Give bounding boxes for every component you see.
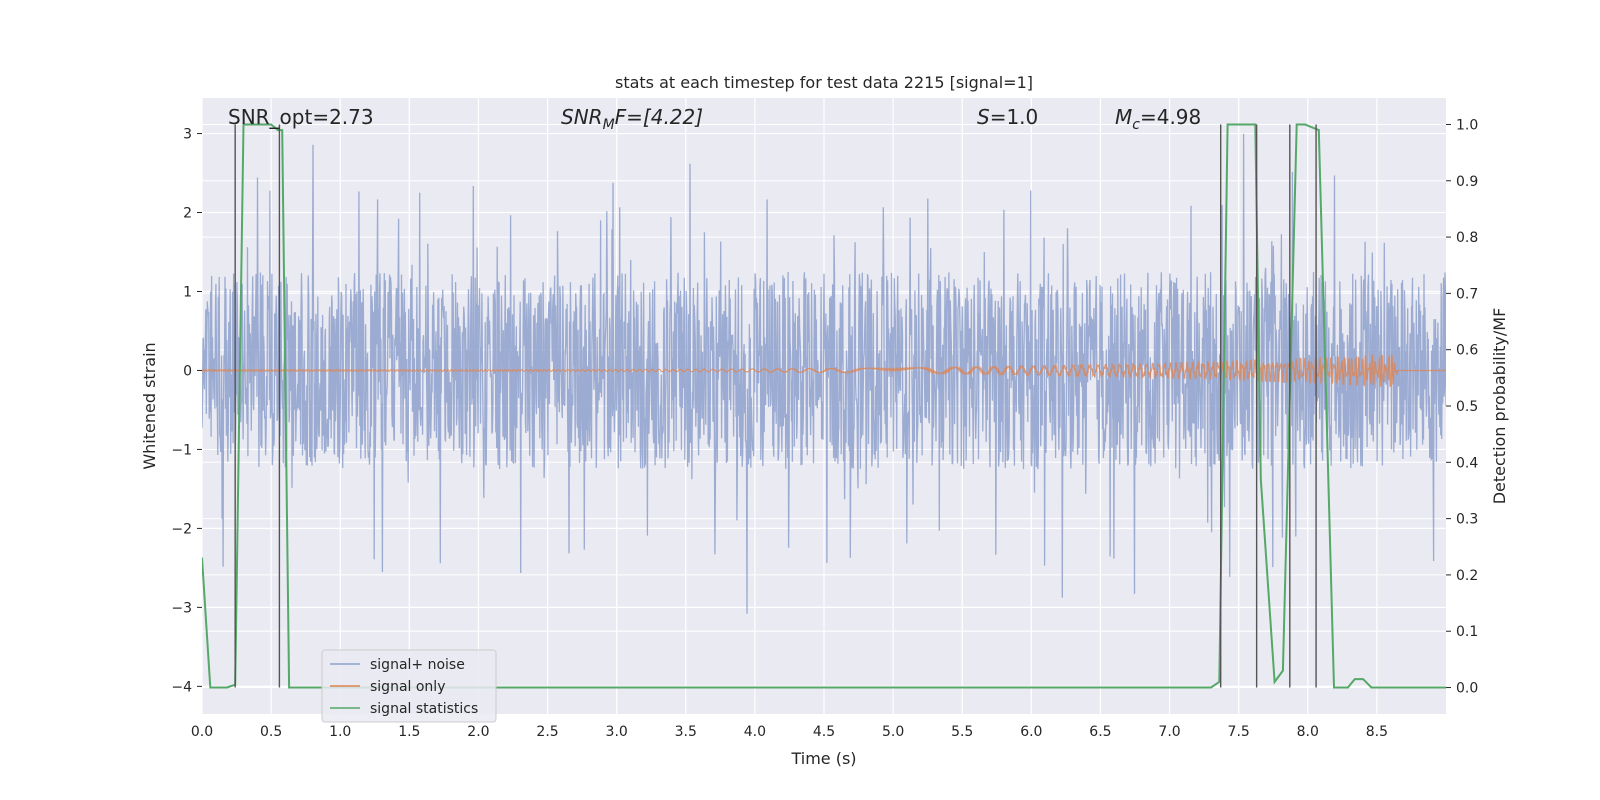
x-tick-label: 6.0 [1020,724,1042,740]
signal-statistics-point [1370,686,1373,689]
signal-statistics-point [1362,678,1364,680]
x-tick-label: 3.5 [675,724,697,740]
y-tick-label-right: 0.7 [1456,286,1478,302]
signal-statistics-point [1282,669,1284,672]
legend-box [321,649,497,723]
y-tick-label-left: −3 [171,600,192,616]
series-signal-only-line [202,353,1446,388]
signal-statistics-point [1383,686,1385,689]
legend-label-signal-only: signal only [370,679,445,695]
x-axis-label: Time (s) [790,749,856,768]
signal-statistics-point [281,129,284,131]
series-signal-noise-line [202,133,1446,614]
annotation-snr-mf-subscript: M [603,117,615,133]
x-tick-label: 7.0 [1158,724,1180,740]
chart-title: stats at each timestep for test data 221… [615,73,1033,92]
y-tick-label-right: 0.9 [1456,174,1478,190]
annotation-mc-symbol: M [1115,105,1132,129]
x-tick-label: 5.0 [882,724,904,740]
x-tick-label: 3.0 [606,724,628,740]
legend-label-signal-noise: signal+ noise [370,657,465,673]
annotation-s: S=1.0 [977,105,1038,129]
y-tick-label-right: 0.8 [1456,230,1478,246]
annotation-s-value: =1.0 [990,105,1039,129]
signal-statistics-point [277,129,279,131]
x-tick-label: 1.0 [329,724,351,740]
signal-statistics-point [1354,678,1356,680]
signal-statistics-point [1218,681,1221,683]
annotation-snr-opt: SNR_opt=2.73 [228,105,374,129]
ticks: 0.0 0.5 1.0 1.5 2.0 2.5 3.0 3.5 4.0 4.5 5.0 5.5 6.0 6… [171,117,1478,740]
x-tick-label: 8.0 [1297,724,1319,740]
signal-statistics-point [1304,123,1306,126]
annotation-mc-value: =4.98 [1140,105,1201,129]
signal-statistics-point [242,123,245,126]
y-tick-label-right: 1.0 [1456,117,1478,133]
x-tick-label: 2.5 [536,724,558,740]
x-tick-label: 6.5 [1089,724,1111,740]
signal-statistics-point [249,123,252,126]
x-tick-label: 5.5 [951,724,973,740]
annotation-snr-mf: SNRMF=[4.22] [561,105,703,133]
signal-statistics-point [270,123,272,126]
x-tick-label: 2.0 [467,724,489,740]
signal-statistics-point [1260,478,1262,481]
y-tick-label-left: −2 [171,521,192,537]
markers-layer [234,124,1317,688]
annotation-mc: Mc=4.98 [1115,105,1201,133]
signal-statistics-point [311,686,314,689]
y-tick-label-left: 0 [183,363,192,379]
y-tick-label-left: −4 [171,679,192,695]
x-tick-label: 1.5 [398,724,420,740]
y-tick-label-left: 3 [183,127,192,143]
series-layer [202,123,1446,689]
y-tick-label-left: 2 [183,206,192,222]
y-tick-label-right: 0.4 [1456,455,1478,471]
y-tick-label-right: 0.0 [1456,681,1478,697]
annotation-snr-mf-value: F=[4.22] [615,105,703,129]
signal-statistics-point [1333,686,1335,689]
signal-statistics-point [288,686,290,689]
y-tick-label-right: 0.6 [1456,343,1478,359]
legend-label-signal-statistics: signal statistics [370,701,478,717]
x-tick-label: 0.5 [260,724,282,740]
signal-statistics-point [209,686,212,689]
signal-statistics-point [1318,129,1320,131]
signal-statistics-point [202,557,203,559]
y-tick-label-left: −1 [171,442,192,458]
signal-statistics-point [1445,686,1446,689]
signal-statistics-point [1295,123,1298,126]
y-tick-label-right: 0.2 [1456,568,1478,584]
y-axis-label-left: Whitened strain [140,342,159,469]
signal-statistics-point [1347,686,1349,689]
legend: signal+ noise signal only signal statist… [321,649,497,723]
signal-statistics-point [1210,686,1212,689]
signal-statistics-point [1254,123,1257,126]
x-tick-label: 4.5 [813,724,835,740]
y-tick-label-right: 0.1 [1456,624,1478,640]
annotation-snr-mf-symbol: SNR [561,105,603,129]
y-tick-label-left: 1 [183,284,192,300]
series-signal-statistics-line [202,123,1446,689]
y-tick-label-right: 0.5 [1456,399,1478,415]
x-tick-label: 4.0 [744,724,766,740]
annotation-s-symbol: S [977,105,990,129]
y-tick-label-right: 0.3 [1456,512,1478,528]
x-tick-label: 8.5 [1366,724,1388,740]
signal-statistics-point [1226,123,1229,126]
x-tick-label: 7.5 [1228,724,1250,740]
signal-statistics-point [1273,681,1276,683]
y-axis-label-right: Detection probability/MF [1490,308,1509,505]
x-tick-label: 0.0 [191,724,213,740]
annotation-mc-subscript: c [1132,117,1140,133]
signal-statistics-point [226,686,228,689]
